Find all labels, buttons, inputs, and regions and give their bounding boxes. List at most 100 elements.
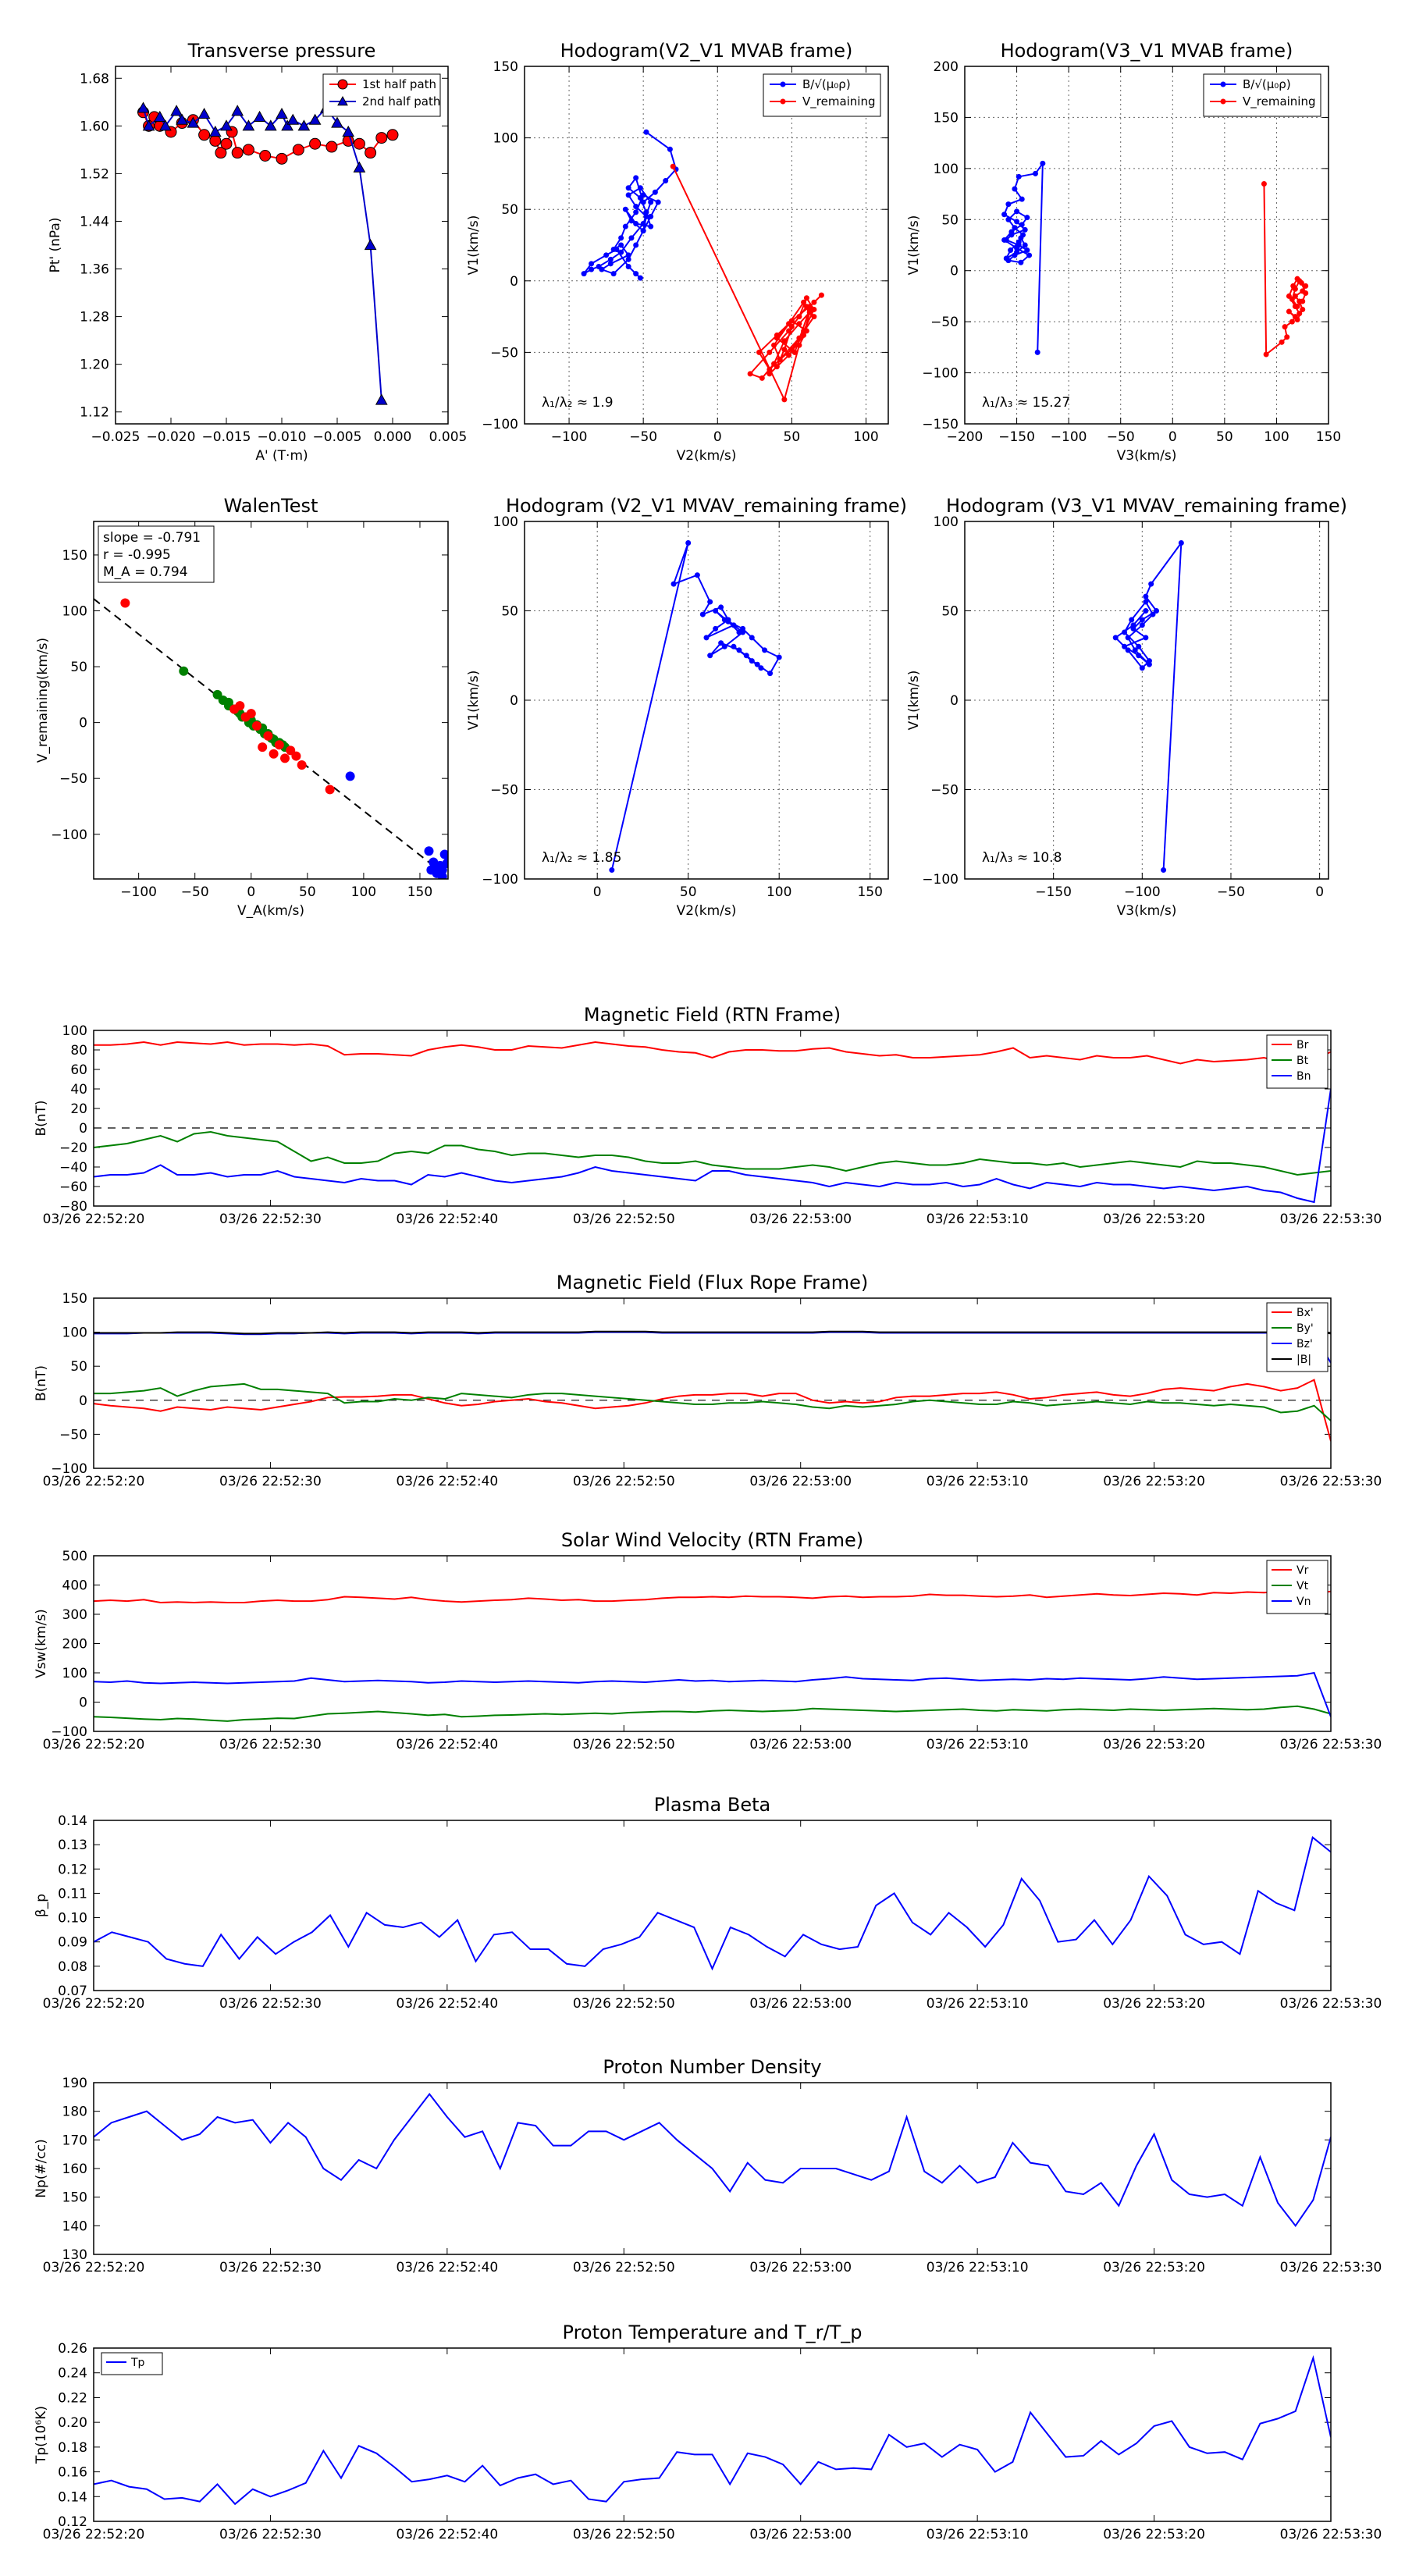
x-tick-label: 03/26 22:53:30	[1280, 1737, 1382, 1752]
stats-line: r = -0.995	[103, 547, 171, 563]
series-line	[94, 1041, 1331, 1067]
data-point	[589, 266, 595, 272]
y-tick-label: −100	[482, 417, 518, 432]
data-point	[291, 751, 301, 761]
data-point	[1033, 170, 1039, 176]
x-tick-label: 03/26 22:52:30	[219, 1474, 322, 1489]
data-point	[1129, 617, 1135, 623]
data-point	[1220, 81, 1226, 87]
y-tick-label: −100	[51, 1461, 87, 1477]
data-point	[209, 134, 222, 147]
ratio-annotation: λ₁/λ₂ ≈ 1.85	[542, 850, 621, 866]
data-point	[281, 119, 293, 131]
x-tick-label: 03/26 22:52:50	[573, 1996, 675, 2012]
data-point	[767, 371, 773, 377]
x-tick-label: −100	[120, 884, 157, 900]
data-point	[780, 81, 786, 87]
y-tick-label: 0.18	[58, 2440, 87, 2456]
y-tick-label: 1.36	[80, 262, 109, 278]
fit-line	[94, 598, 448, 878]
data-point	[263, 731, 273, 741]
plot-border	[964, 66, 1329, 425]
data-point	[731, 622, 737, 628]
x-tick-label: 03/26 22:52:20	[43, 1212, 145, 1227]
data-point	[622, 206, 628, 212]
y-tick-label: 20	[70, 1101, 87, 1117]
plot-content	[94, 2093, 1331, 2228]
data-point	[235, 701, 245, 711]
legend-label: V_remaining	[802, 94, 876, 109]
data-point	[246, 709, 256, 719]
plot-border	[115, 66, 449, 425]
data-point	[1286, 293, 1292, 299]
x-tick-label: 03/26 22:52:20	[43, 1474, 145, 1489]
y-tick-label: 1.44	[80, 214, 109, 229]
y-axis-label: β_p	[34, 1894, 49, 1917]
chart-title: Solar Wind Velocity (RTN Frame)	[561, 1529, 863, 1551]
y-axis-label: V1(km/s)	[466, 215, 482, 276]
ratio-annotation: λ₁/λ₂ ≈ 1.9	[542, 395, 614, 411]
data-point	[1005, 201, 1012, 208]
data-point	[1261, 180, 1267, 187]
x-tick-label: 03/26 22:53:10	[927, 1996, 1029, 2012]
x-tick-label: 03/26 22:53:00	[749, 1474, 852, 1489]
y-tick-label: 0	[79, 1695, 87, 1711]
y-tick-label: 0.09	[58, 1935, 87, 1951]
y-tick-label: 0.22	[58, 2390, 87, 2406]
data-point	[643, 129, 649, 135]
data-point	[618, 242, 624, 248]
y-tick-label: 100	[62, 1666, 87, 1681]
y-tick-label: 0.12	[58, 2514, 87, 2530]
data-point	[1001, 237, 1008, 243]
stats-box	[98, 525, 215, 583]
legend: 1st half path 2nd half path	[322, 73, 441, 117]
data-point	[633, 175, 639, 181]
chart-title: Hodogram (V3_V1 MVAV_remaining frame)	[946, 495, 1347, 517]
data-point	[685, 539, 692, 546]
x-tick-label: 03/26 22:53:20	[1103, 1474, 1205, 1489]
data-point	[215, 147, 227, 159]
y-tick-label: 100	[62, 1023, 87, 1039]
legend-label: |B|	[1297, 1354, 1311, 1366]
x-tick-label: 03/26 22:53:10	[927, 1474, 1029, 1489]
data-point	[1298, 279, 1304, 286]
y-tick-label: −100	[922, 872, 959, 888]
legend-label: Tp	[130, 2357, 145, 2369]
y-tick-label: 0.07	[58, 1984, 87, 1999]
data-point	[264, 119, 277, 131]
y-tick-label: 0	[510, 693, 518, 709]
y-tick-label: −100	[482, 872, 518, 888]
x-tick-label: 03/26 22:53:20	[1103, 1212, 1205, 1227]
x-tick-label: 03/26 22:52:40	[396, 1474, 498, 1489]
y-axis-label: B(nT)	[34, 1365, 49, 1401]
x-tick-label: −100	[551, 429, 588, 445]
x-tick-label: −0.025	[91, 429, 140, 445]
data-point	[767, 349, 773, 355]
data-point	[1016, 173, 1022, 180]
data-point	[309, 137, 322, 150]
chart-h1: Hodogram(V2_V1 MVAB frame) −100 −50 0 50 100 −…	[466, 40, 889, 464]
data-point	[1125, 647, 1131, 653]
y-tick-label: 150	[62, 548, 87, 564]
x-tick-label: −200	[947, 429, 984, 445]
series-line	[94, 1705, 1331, 1722]
legend-label: Bt	[1297, 1055, 1309, 1067]
legend-label: 2nd half path	[362, 94, 440, 109]
data-point	[614, 246, 620, 252]
data-point	[777, 357, 783, 363]
data-point	[1292, 304, 1298, 310]
y-tick-label: 0.26	[58, 2341, 87, 2357]
x-tick-label: 03/26 22:52:30	[219, 1996, 322, 2012]
plot-content	[609, 539, 782, 873]
y-tick-label: 190	[62, 2076, 87, 2091]
x-tick-label: −50	[1107, 429, 1135, 445]
data-point	[801, 328, 807, 334]
chart-bmag: Magnetic Field (RTN Frame) 03/26 22:52:20…	[34, 1004, 1382, 1227]
plot-area	[965, 521, 1329, 879]
data-point	[223, 697, 233, 707]
y-tick-label: −50	[490, 345, 518, 361]
data-point	[806, 304, 813, 310]
data-point	[749, 635, 755, 641]
plot-area	[94, 2348, 1331, 2521]
x-tick-label: −0.020	[147, 429, 196, 445]
